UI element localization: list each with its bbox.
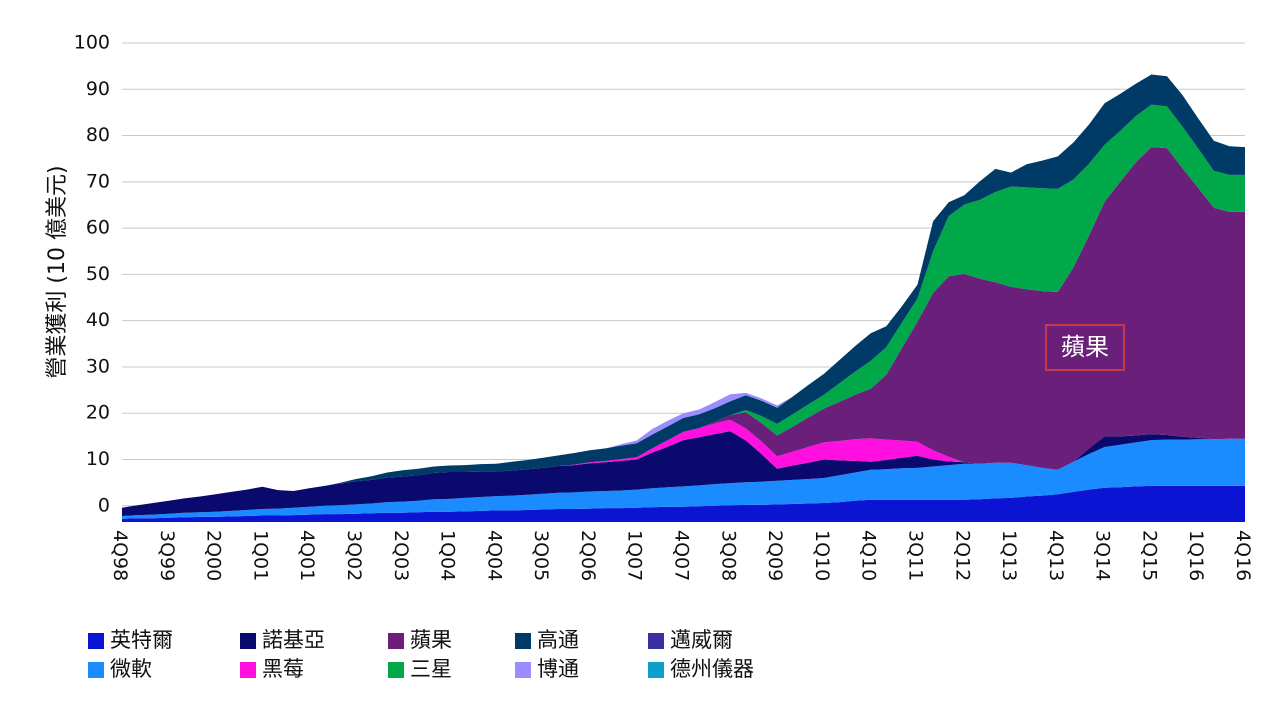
x-tick-label: 1Q16 [1185,530,1207,581]
x-tick-label: 3Q14 [1092,530,1114,581]
x-tick-label: 3Q05 [530,530,552,581]
x-tick-label: 2Q00 [203,530,225,581]
legend-label: 博通 [537,657,579,681]
y-tick-label: 80 [86,124,110,146]
x-tick-label: 4Q10 [858,530,880,581]
legend-swatch [88,662,104,678]
x-tick-label: 3Q08 [717,530,739,581]
legend-label: 蘋果 [410,628,452,652]
legend-label: 諾基亞 [262,628,325,652]
y-tick-label: 50 [86,263,110,285]
x-tick-label: 2Q12 [951,530,973,581]
grid [122,42,1245,507]
legend-label: 三星 [410,657,452,681]
legend-label: 黑莓 [262,657,304,681]
y-tick-label: 90 [86,78,110,100]
legend-swatch [648,662,664,678]
x-tick-label: 3Q11 [904,530,926,581]
y-tick-label: 70 [86,170,110,192]
area [122,147,1245,508]
area [122,438,1245,519]
areas [122,74,1245,522]
y-tick-label: 10 [86,448,110,470]
area [122,74,1245,508]
legend-label: 高通 [537,628,579,652]
legend-label: 邁威爾 [670,628,733,652]
x-tick-label: 4Q04 [483,530,505,581]
area [122,104,1245,508]
y-tick-label: 30 [86,355,110,377]
legend-swatch [88,633,104,649]
x-tick-label: 1Q07 [624,530,646,581]
legend-swatch [388,633,404,649]
y-axis-title: 營業獲利 (10 億美元) [45,165,70,378]
x-tick-label: 3Q02 [343,530,365,581]
area [122,431,1245,516]
annotation: 蘋果 [1061,333,1109,361]
labels: 0 10 20 30 40 50 60 70 80 90 100 4Q98 3Q99 2Q00 1Q01 4Q… [74,32,1254,682]
x-tick-label: 4Q01 [296,530,318,581]
x-tick-label: 2Q15 [1138,530,1160,581]
area [122,419,1245,508]
legend-label: 德州儀器 [670,657,754,681]
legend-swatch [515,633,531,649]
legend-swatch [240,633,256,649]
x-tick-label: 4Q16 [1232,530,1254,581]
legend-label: 微軟 [110,657,152,681]
y-tick-label: 60 [86,217,110,239]
x-tick-label: 4Q13 [1045,530,1067,581]
x-tick-label: 2Q06 [577,530,599,581]
legend-label: 英特爾 [110,628,173,652]
legend-swatch [388,662,404,678]
legend-swatch [240,662,256,678]
y-tick-label: 40 [86,309,110,331]
annotation-box [1045,324,1125,371]
legend-swatch [515,662,531,678]
y-tick-label: 100 [74,32,110,54]
x-tick-label: 3Q99 [156,530,178,581]
x-tick-label: 1Q04 [437,530,459,581]
x-tick-label: 1Q01 [249,530,271,581]
x-tick-label: 1Q13 [998,530,1020,581]
area [122,485,1245,522]
y-tick-label: 20 [86,402,110,424]
x-tick-label: 4Q07 [671,530,693,581]
x-tick-label: 4Q98 [109,530,131,581]
y-tick-label: 0 [98,494,110,516]
x-tick-label: 1Q10 [811,530,833,581]
legend-swatch [648,633,664,649]
x-tick-label: 2Q09 [764,530,786,581]
x-tick-label: 2Q03 [390,530,412,581]
